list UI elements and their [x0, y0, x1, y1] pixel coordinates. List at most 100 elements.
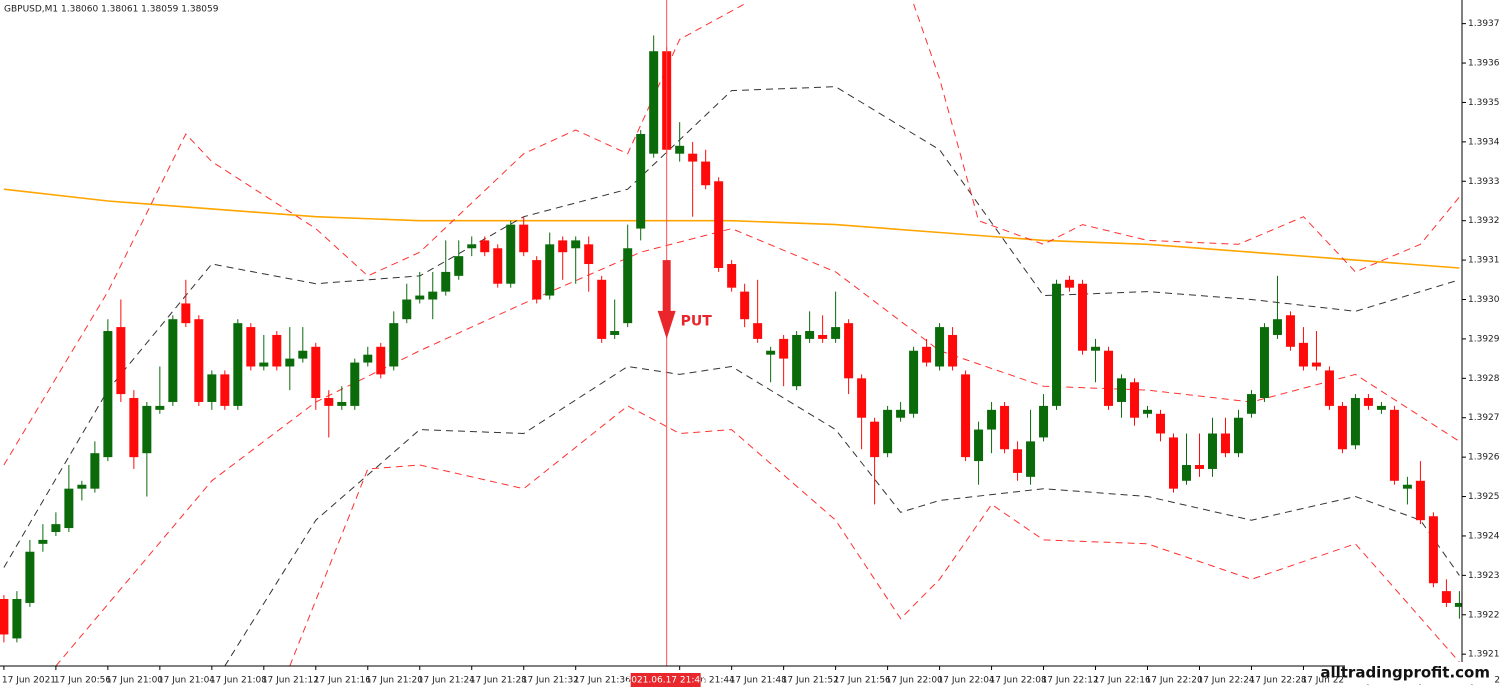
candle-body [597, 279, 607, 339]
candle-body [1324, 370, 1334, 406]
candle-body [1220, 433, 1230, 454]
y-tick-label: 1.39355 [1468, 98, 1500, 108]
candle-body [1415, 480, 1425, 521]
candle-body [545, 244, 555, 296]
cursor-label: 2021.06.17 21:43 [626, 676, 706, 686]
candle-body [1272, 319, 1282, 335]
candle-body [0, 599, 9, 635]
candle-body [77, 484, 87, 489]
candle-body [415, 295, 425, 300]
x-tick-label: 17 Jun 20:56 [54, 676, 111, 686]
x-tick-label: 17 Jun 22:00 [886, 676, 943, 686]
candle-body [753, 323, 763, 339]
candle-body [428, 291, 438, 300]
candle-body [961, 374, 971, 458]
y-tick-label: 1.39335 [1468, 177, 1500, 187]
candle-body [987, 409, 997, 430]
candle-body [1000, 405, 1010, 450]
candle-body [1350, 398, 1360, 446]
x-tick-label: 17 Jun 21:16 [314, 676, 371, 686]
candle-body [194, 319, 204, 402]
candle-body [831, 327, 841, 339]
candle-body [1143, 409, 1153, 414]
candle-body [233, 323, 243, 406]
watermark: alltradingprofit.com [1320, 664, 1490, 682]
candle-body [870, 421, 880, 458]
candle-body [389, 323, 399, 367]
x-tick-label: 17 Jun 22:28 [1249, 676, 1306, 686]
candle-body [857, 378, 867, 418]
candle-body [103, 331, 113, 458]
candle-body [1130, 382, 1140, 418]
candle-body [792, 334, 802, 387]
y-tick-label: 1.39295 [1468, 334, 1500, 344]
indicator-line [3, 86, 1460, 568]
candle-body [1311, 362, 1321, 367]
candle-body [298, 350, 308, 359]
candle-body [1259, 327, 1269, 399]
candle-body [1052, 283, 1062, 406]
candle-body [168, 319, 178, 402]
candle-body [727, 264, 737, 288]
x-tick-label: 17 Jun 21:24 [418, 676, 475, 686]
candle-body [220, 374, 230, 406]
candle-body [1156, 413, 1166, 434]
y-tick-label: 1.39265 [1468, 453, 1500, 463]
signal-arrow [657, 260, 676, 339]
candle-body [974, 429, 984, 462]
candle-body [259, 362, 269, 367]
candle-body [714, 181, 724, 268]
candle-body [90, 453, 100, 489]
candle-body [181, 303, 191, 324]
candle-body [1104, 350, 1114, 406]
candle-body [1298, 342, 1308, 367]
candle-body [805, 331, 815, 339]
candle-body [623, 248, 633, 324]
y-tick-label: 1.39235 [1468, 571, 1500, 581]
candle-body [311, 346, 321, 399]
candle-body [454, 256, 464, 276]
candle-body [1117, 378, 1127, 402]
y-tick-label: 1.39305 [1468, 295, 1500, 305]
candle-body [12, 599, 22, 639]
candle-body [1389, 409, 1399, 481]
x-tick-label: 17 Jun 21:08 [210, 676, 267, 686]
chart-title: GBPUSD,M1 1.38060 1.38061 1.38059 1.3805… [4, 5, 219, 15]
x-tick-label: 17 Jun 22:32 [1301, 676, 1358, 686]
candle-body [1091, 346, 1101, 351]
signal-label: PUT [681, 314, 713, 330]
candle-body [519, 224, 529, 253]
candle-body [285, 358, 295, 367]
cursor-label-box [630, 673, 701, 687]
candle-body [1065, 279, 1075, 288]
candle-body [1246, 394, 1256, 414]
candle-body [1039, 405, 1049, 438]
x-tick-label: 17 Jun 21:44 [678, 676, 735, 686]
candle-body [1441, 591, 1451, 603]
candle-body [571, 240, 581, 249]
x-tick-label: 17 Jun 21:28 [470, 676, 527, 686]
candle-body [506, 224, 516, 284]
x-tick-label: 17 Jun 21:48 [730, 676, 787, 686]
candle-body [272, 334, 282, 367]
x-tick-label: 17 Jun 21:56 [834, 676, 891, 686]
candle-body [532, 260, 542, 300]
y-tick-label: 1.39255 [1468, 492, 1500, 502]
y-tick-label: 1.39315 [1468, 256, 1500, 266]
candle-body [1454, 602, 1462, 607]
y-tick-label: 1.39245 [1468, 531, 1500, 541]
candle-body [142, 405, 152, 454]
candle-body [51, 524, 61, 533]
candle-body [779, 338, 789, 359]
candle-body [1168, 437, 1178, 489]
candle-body [610, 331, 620, 335]
watermark-box [1345, 662, 1495, 684]
x-tick-label: 17 Jun 22:16 [1094, 676, 1151, 686]
indicator-line [55, 228, 1460, 666]
candle-body [363, 354, 373, 363]
candle-body [1376, 405, 1386, 410]
x-tick-label: 17 Jun 21:20 [366, 676, 423, 686]
candle-body [1337, 405, 1347, 450]
